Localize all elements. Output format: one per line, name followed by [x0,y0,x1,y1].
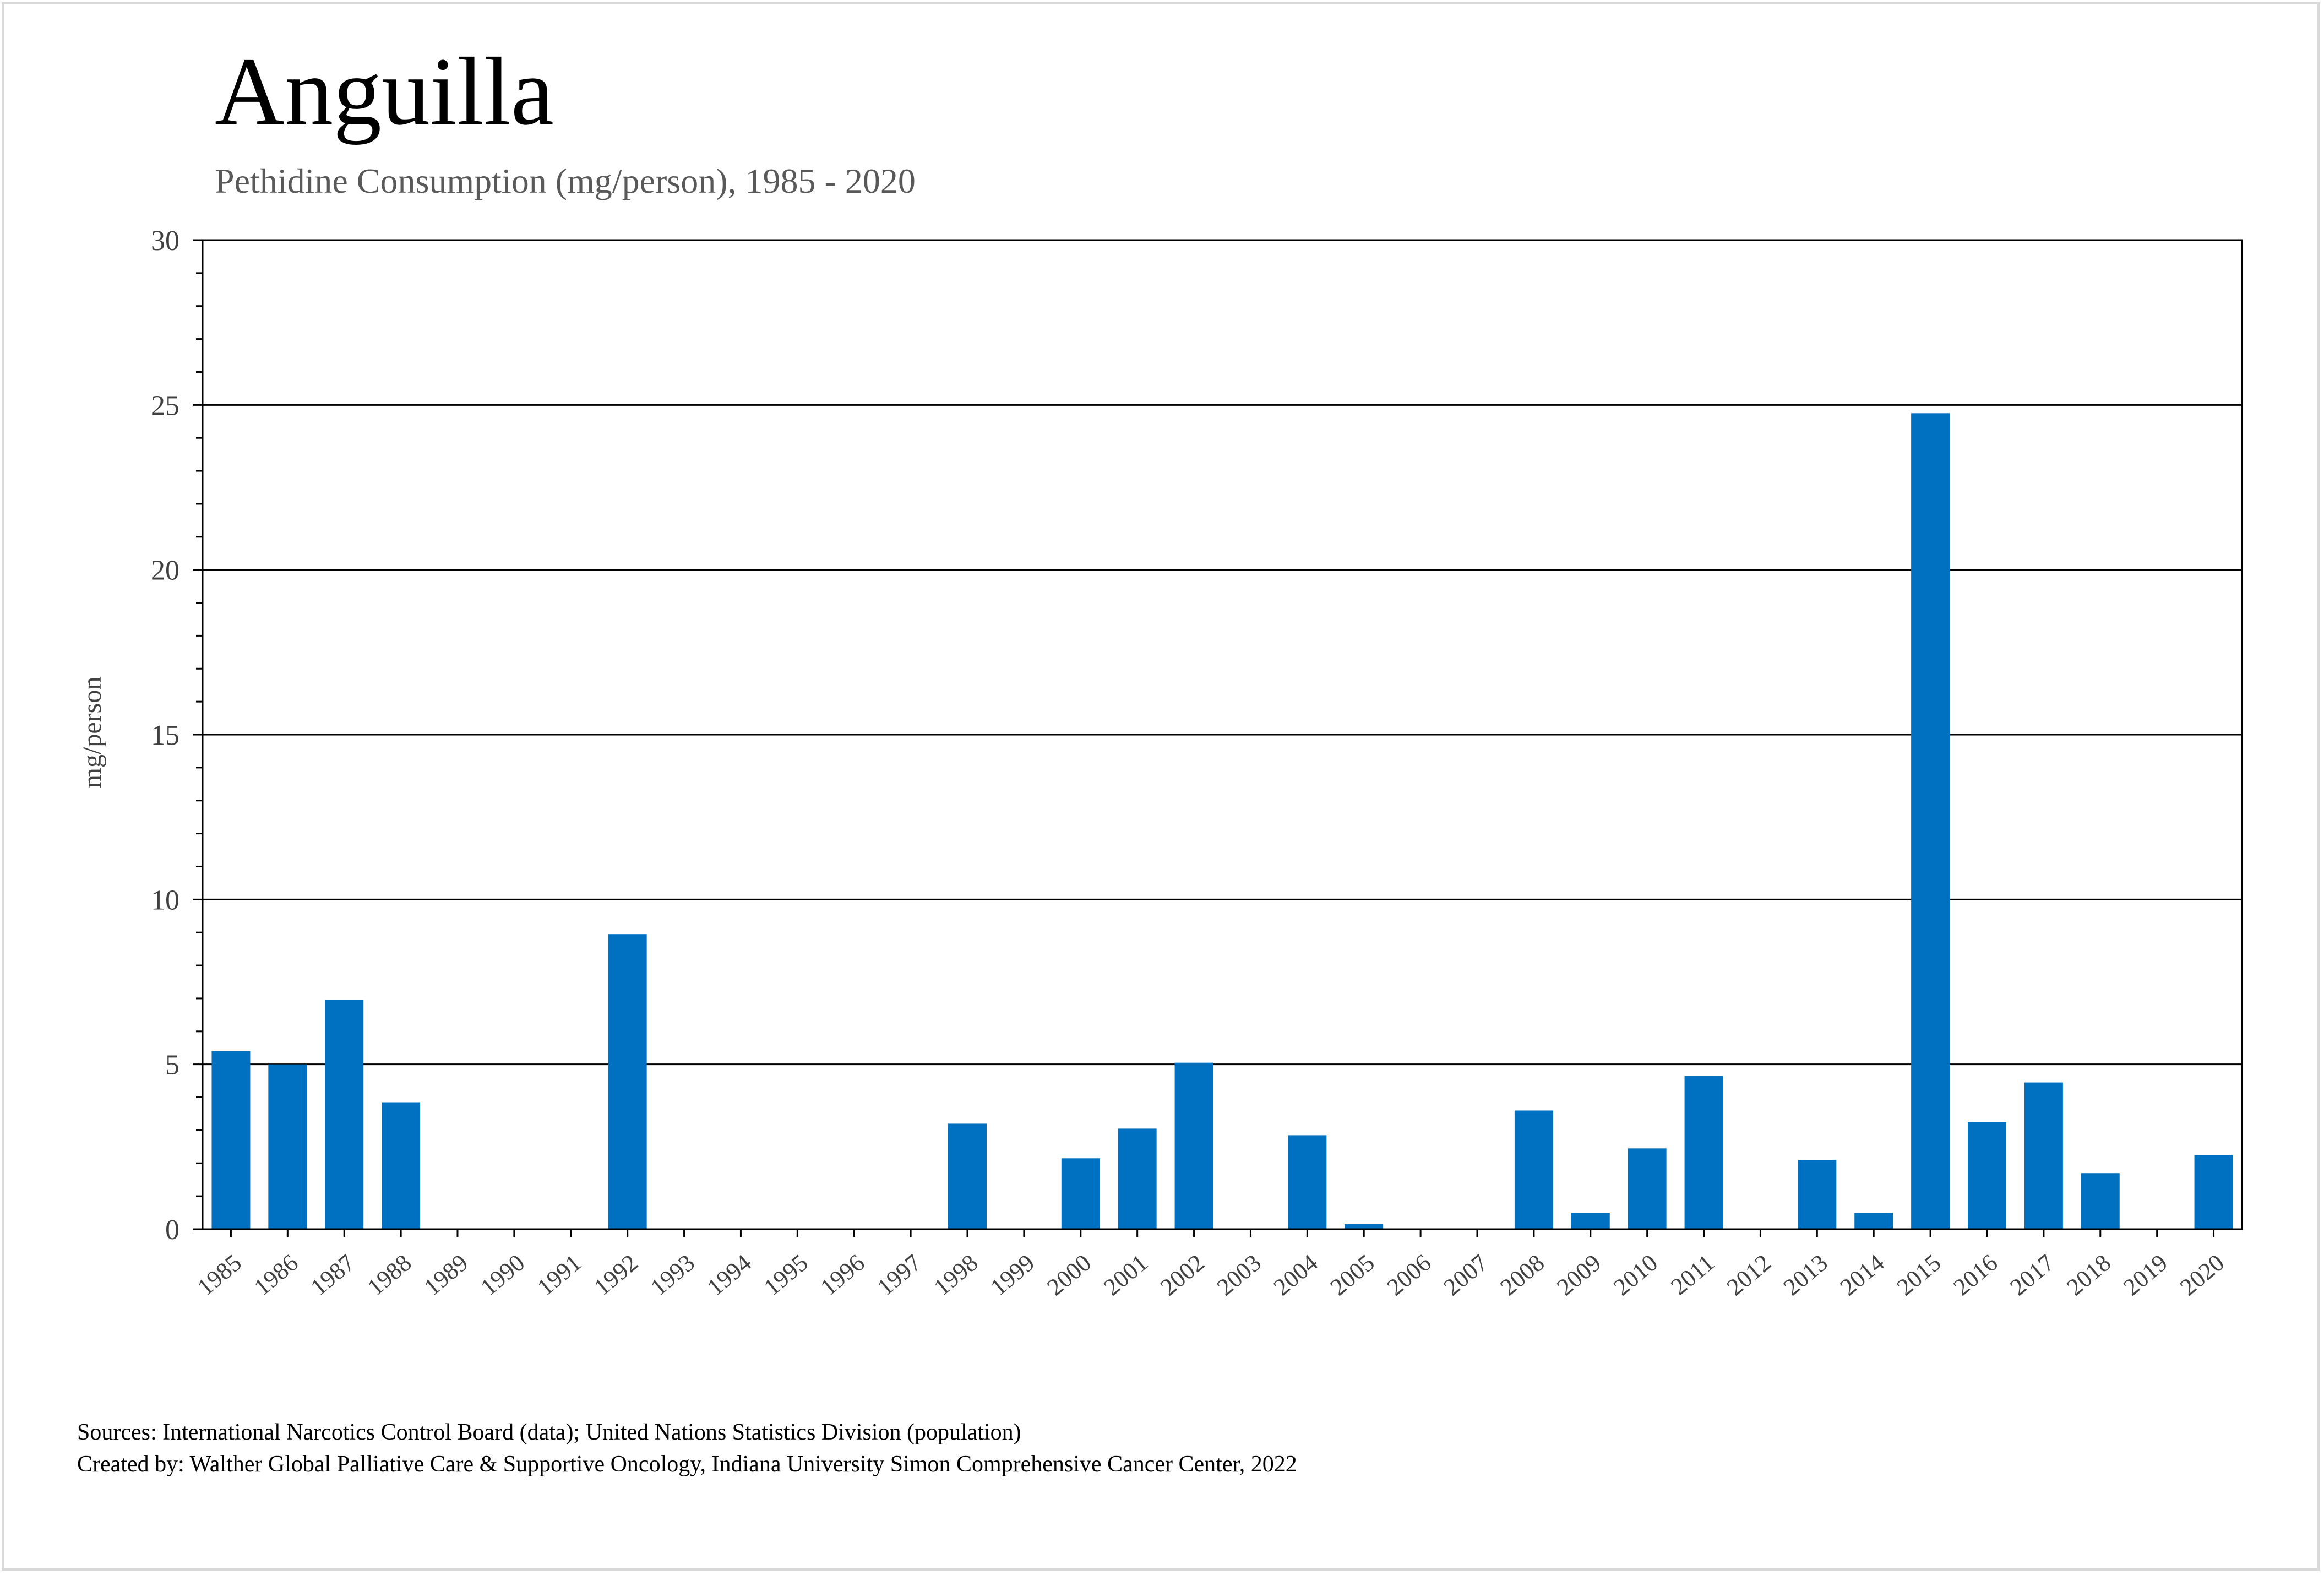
x-tick-label: 1998 [929,1249,983,1301]
bar-1992 [608,934,647,1229]
bar-2001 [1118,1128,1157,1229]
x-tick-label: 1995 [759,1249,813,1301]
bar-2013 [1798,1160,1837,1229]
bar-1985 [211,1051,251,1229]
x-tick-label: 2009 [1552,1249,1606,1301]
bar-2002 [1174,1062,1213,1229]
bar-2005 [1345,1224,1384,1229]
sources-note: Sources: International Narcotics Control… [77,1420,1021,1445]
x-tick-label: 2001 [1098,1249,1153,1301]
bar-2008 [1514,1110,1553,1229]
bar-2010 [1628,1148,1667,1229]
x-tick-label: 2013 [1778,1249,1833,1301]
y-tick-labels: 0 5 10 15 20 25 30 [151,225,179,1246]
x-tick-label: 2020 [2175,1249,2229,1301]
bar-1987 [325,1000,364,1229]
x-tick-label: 2014 [1835,1249,1890,1301]
x-tick-label: 2003 [1212,1249,1266,1301]
x-tick-label: 1996 [815,1249,870,1301]
y-tick-label: 30 [151,225,179,257]
x-tick-label: 2002 [1155,1249,1210,1301]
bar-1998 [948,1123,987,1229]
x-tick-label: 2000 [1042,1249,1096,1301]
bar-1986 [268,1064,307,1229]
bar-2000 [1061,1158,1100,1229]
x-tick-label: 1988 [362,1249,417,1301]
bar-2017 [2024,1082,2063,1229]
x-tick-label: 1986 [249,1249,303,1301]
x-tick-label: 2017 [2005,1249,2059,1301]
bar-2020 [2194,1155,2233,1229]
x-tick-label: 2008 [1495,1249,1549,1301]
chart-subtitle: Pethidine Consumption (mg/person), 1985 … [215,161,916,200]
footer: Sources: International Narcotics Control… [77,1416,1297,1480]
y-tick-label: 0 [165,1214,179,1246]
x-tick-label: 1985 [192,1249,247,1301]
bar-1988 [382,1102,421,1229]
gridlines [203,404,2242,1066]
x-tick-label: 1990 [475,1249,530,1301]
bar-2009 [1571,1213,1610,1229]
y-tick-label: 25 [151,390,179,421]
bar-2015 [1911,413,1950,1229]
x-tick-label: 1994 [702,1249,756,1301]
x-tick-label: 2004 [1269,1249,1323,1301]
x-tick-label: 1987 [306,1249,360,1301]
y-axis-title: mg/person [78,677,107,789]
x-tick-label: 2015 [1892,1249,1946,1301]
x-tick-label: 2012 [1722,1249,1776,1301]
y-tick-label: 10 [151,884,179,916]
bar-2004 [1288,1135,1327,1229]
x-tick-label: 1991 [532,1249,586,1301]
bar-2011 [1684,1076,1723,1229]
bars [211,413,2233,1229]
y-tick-label: 15 [151,720,179,751]
x-tick-label: 2018 [2061,1249,2116,1301]
x-tick-label: 1989 [419,1249,473,1301]
x-tick-label: 2006 [1382,1249,1436,1301]
bar-2018 [2081,1173,2120,1229]
x-tick-label: 2016 [1949,1249,2003,1301]
x-tick-label: 2007 [1439,1249,1493,1301]
y-tick-label: 5 [165,1050,179,1081]
bar-2014 [1854,1213,1893,1229]
x-tick-label: 2010 [1608,1249,1663,1301]
credit-note: Created by: Walther Global Palliative Ca… [77,1452,1297,1477]
chart-title: Anguilla [215,38,554,145]
x-tick-label: 2019 [2118,1249,2173,1301]
y-tick-label: 20 [151,555,179,586]
bar-2016 [1968,1122,2006,1229]
axis-ticks [193,239,2215,1237]
x-tick-label: 1992 [589,1249,643,1301]
x-tick-label: 1993 [645,1249,700,1301]
x-tick-label: 1997 [872,1249,927,1301]
x-tick-labels: 1985 1986 1987 1988 1989 1990 1991 1992 1993 1994… [192,1249,2229,1301]
x-tick-label: 2011 [1666,1249,1719,1300]
x-tick-label: 1999 [985,1249,1039,1301]
x-tick-label: 2005 [1325,1249,1380,1301]
